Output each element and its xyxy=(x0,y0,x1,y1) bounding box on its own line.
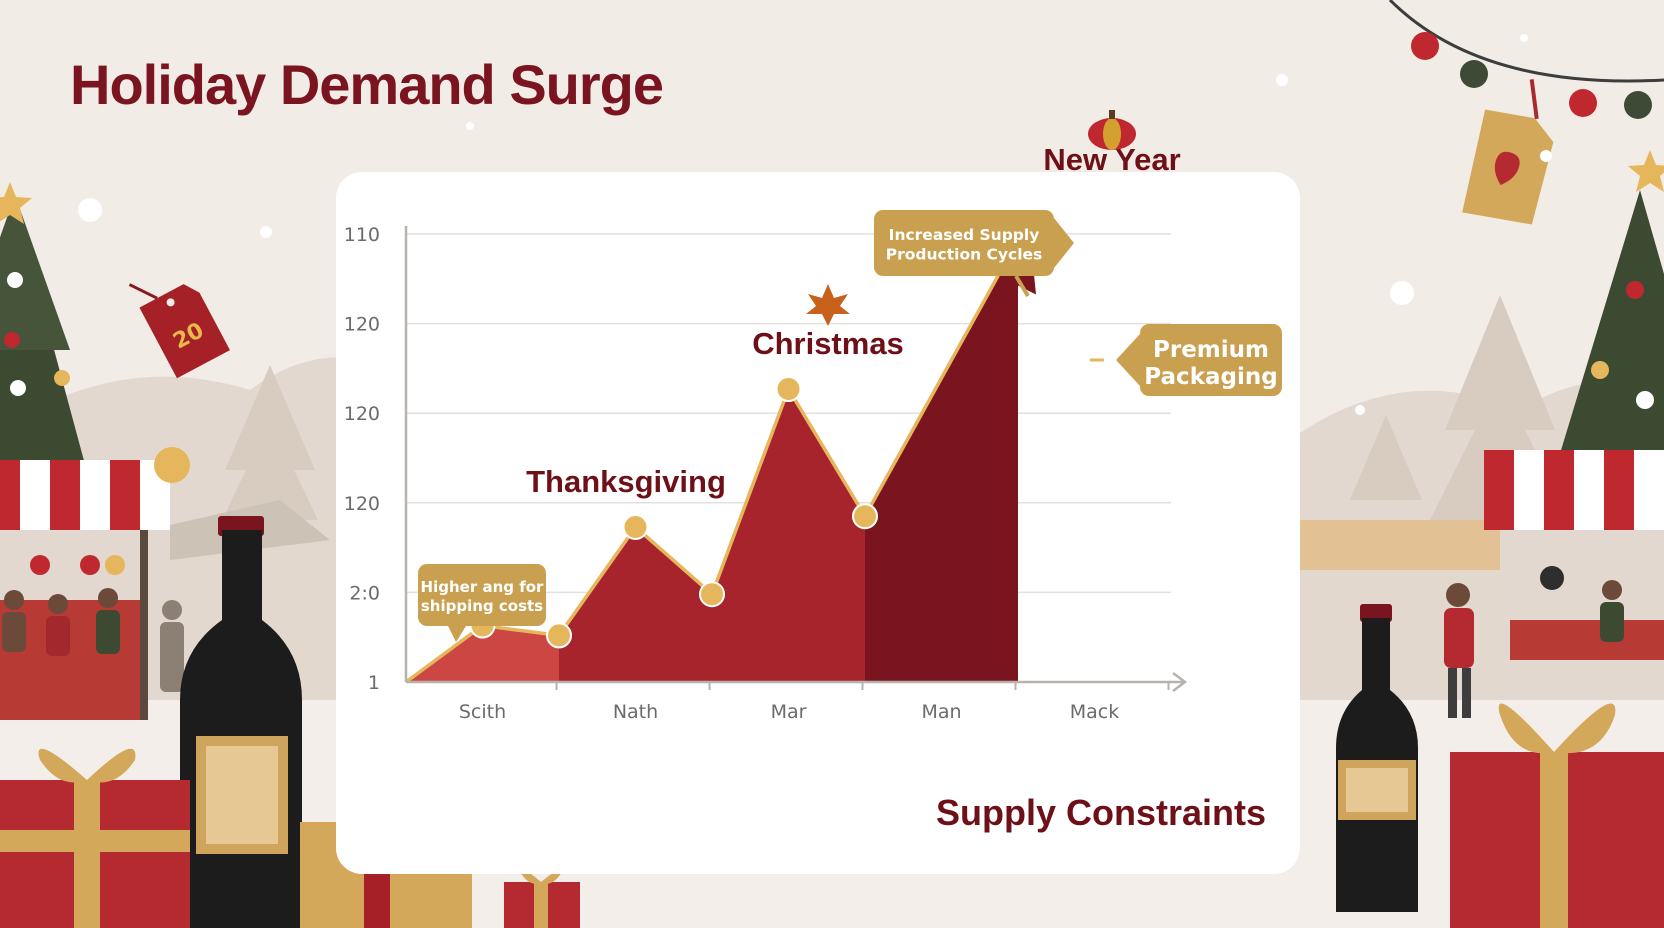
area-segment xyxy=(712,389,865,682)
wine-bottle-icon xyxy=(180,516,302,928)
callout-line-2: Production Cycles xyxy=(886,246,1043,264)
x-tick-label: Mar xyxy=(771,701,807,723)
area-segment xyxy=(559,526,712,682)
event-label: Thanksgiving xyxy=(526,464,726,499)
light-bulb-icon xyxy=(1460,60,1488,88)
page-title: Holiday Demand Surge xyxy=(70,53,664,116)
tree-icon xyxy=(1350,415,1422,500)
callout-pointer-tail xyxy=(1014,274,1030,298)
callout-box: Increased Supply Production Cycles xyxy=(874,210,1074,298)
data-point xyxy=(546,622,572,649)
pumpkin-icon xyxy=(1088,110,1136,150)
event-label: Christmas xyxy=(752,326,904,361)
callout-line-1: Increased Supply xyxy=(889,226,1040,244)
demand-area xyxy=(406,238,1018,682)
y-tick-label: 120 xyxy=(344,403,380,425)
y-tick-label: 2:0 xyxy=(349,582,380,604)
gift-box-icon xyxy=(0,748,190,928)
y-tick-label: 1 xyxy=(368,672,380,694)
area-segment xyxy=(865,238,1018,682)
data-point xyxy=(775,376,802,403)
light-bulb-icon xyxy=(1569,89,1597,117)
star-icon xyxy=(0,182,32,224)
people-silhouettes xyxy=(2,580,1624,718)
x-tick-label: Mack xyxy=(1070,701,1120,723)
y-tick-label: 120 xyxy=(344,493,380,515)
data-point xyxy=(699,581,725,608)
market-stall-left xyxy=(0,460,170,720)
area-segment xyxy=(406,625,559,682)
x-axis-arrow xyxy=(1172,672,1188,692)
x-tick-label: Nath xyxy=(613,701,658,723)
callout-line-1: Premium xyxy=(1153,337,1269,363)
tree-icon xyxy=(225,365,315,470)
heart-tag-icon xyxy=(1462,79,1554,225)
callout-line-1: Higher ang for xyxy=(421,578,544,596)
callout-line-2: Packaging xyxy=(1144,364,1277,390)
gift-box-icon xyxy=(1450,703,1664,928)
christmas-tree-icon xyxy=(1555,190,1664,470)
callout-pointer xyxy=(1054,218,1074,268)
star-icon xyxy=(1628,150,1664,192)
light-bulb-icon xyxy=(1411,32,1439,60)
callout-bg xyxy=(1140,324,1282,396)
pumpkin-rib xyxy=(1103,118,1121,150)
callout-pointer xyxy=(448,626,466,642)
maple-leaf-icon xyxy=(806,284,850,326)
data-markers xyxy=(469,376,878,649)
gift-box-icon xyxy=(504,867,580,928)
data-point xyxy=(852,503,878,530)
callout-bg xyxy=(418,564,546,626)
y-tick-label: 120 xyxy=(344,314,380,336)
tree-icon xyxy=(1445,295,1555,430)
callout-pointer xyxy=(1116,334,1140,386)
y-tick-label: 110 xyxy=(344,224,380,246)
snowflakes xyxy=(78,34,1552,415)
maple-leaf-shape xyxy=(806,284,850,326)
x-tick-label: Man xyxy=(921,701,961,723)
pumpkin-stem xyxy=(1109,110,1115,119)
x-tick-label: Scith xyxy=(459,701,506,723)
callout-line-2: shipping costs xyxy=(421,597,543,615)
demand-chart: 1 2:0 120 120 120 110 Scith Nath Mar Man Mack Than… xyxy=(344,110,1282,723)
supply-constraints-label: Supply Constraints xyxy=(936,792,1267,833)
light-string xyxy=(1388,0,1664,83)
christmas-tree-icon xyxy=(0,195,100,520)
callout-bg xyxy=(874,210,1054,276)
ornament-icon xyxy=(154,447,190,483)
light-bulb-icon xyxy=(1624,91,1652,119)
price-tag-icon: 20 xyxy=(128,283,230,379)
wine-bottle-icon xyxy=(1336,604,1418,912)
data-point xyxy=(622,513,649,540)
chart-axes: 1 2:0 120 120 120 110 Scith Nath Mar Man Mack xyxy=(344,224,1188,723)
